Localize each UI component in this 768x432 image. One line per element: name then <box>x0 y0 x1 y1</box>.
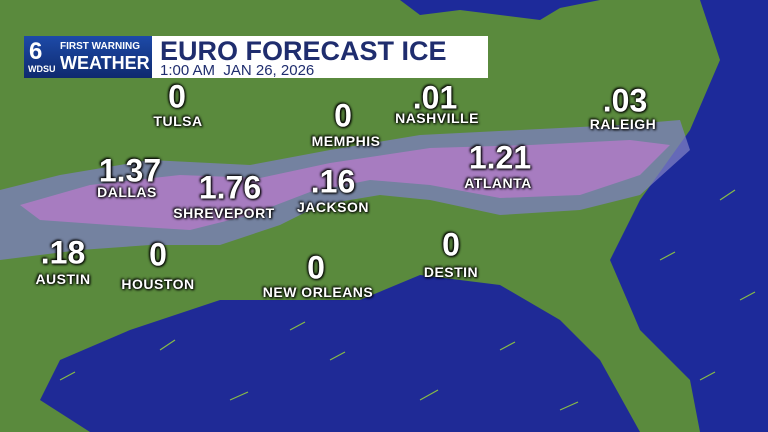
logo-brand: WEATHER <box>60 53 150 73</box>
city-name: ATLANTA <box>464 175 532 191</box>
city-name: TULSA <box>153 113 203 129</box>
city-name: HOUSTON <box>121 276 195 292</box>
ice-amount: 0 <box>307 249 325 286</box>
city-name: NEW ORLEANS <box>262 284 374 300</box>
city-name: AUSTIN <box>35 271 91 287</box>
city-name: JACKSON <box>297 199 369 215</box>
ice-amount: .03 <box>602 82 648 119</box>
ice-amount: .16 <box>310 163 356 200</box>
ice-amount: 1.76 <box>198 169 262 206</box>
logo-tag: FIRST WARNING <box>60 41 140 52</box>
ice-amount: 1.21 <box>468 139 532 176</box>
city-name: NASHVILLE <box>395 110 479 126</box>
city-name: SHREVEPORT <box>173 205 275 221</box>
city-name: DALLAS <box>97 184 157 200</box>
title: EURO FORECAST ICE <box>160 36 447 66</box>
subtitle: 1:00 AM JAN 26, 2026 <box>160 62 315 79</box>
ice-amount: 0 <box>149 236 167 273</box>
ice-amount: 1.37 <box>98 152 162 189</box>
header-box: EURO FORECAST ICE 1:00 AM JAN 26, 2026 <box>152 36 488 79</box>
logo-number: 6 <box>29 38 43 65</box>
logo-station: WDSU <box>28 64 56 74</box>
ice-amount: .01 <box>412 79 458 116</box>
city-name: RALEIGH <box>589 116 657 132</box>
station-logo: 6 WDSU FIRST WARNING WEATHER <box>24 36 152 78</box>
city-name: DESTIN <box>423 264 479 280</box>
ice-amount: 0 <box>442 226 460 263</box>
city-name: MEMPHIS <box>311 133 381 149</box>
ice-amount: 0 <box>334 97 352 134</box>
ice-amount: 0 <box>168 78 186 115</box>
ice-amount: .18 <box>40 234 86 271</box>
